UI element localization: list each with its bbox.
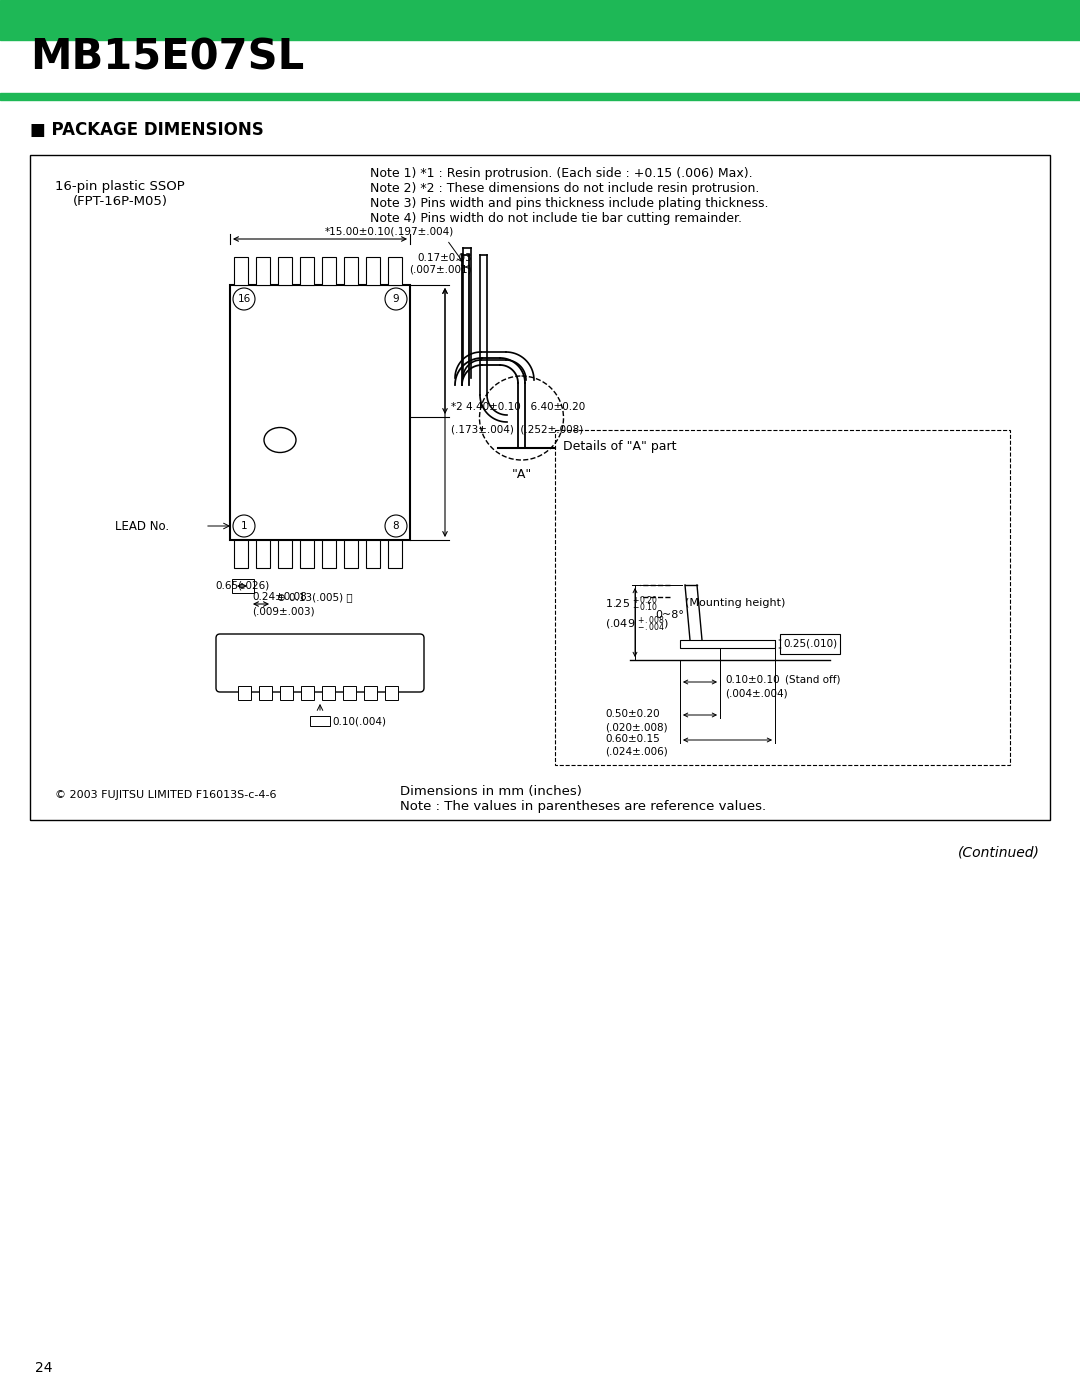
Bar [388,257,402,285]
Text: Note : The values in parentheses are reference values.: Note : The values in parentheses are ref… [400,800,766,813]
Text: 0.17±0.03: 0.17±0.03 [417,253,472,263]
Bar [388,541,402,569]
Text: Details of "A" part: Details of "A" part [563,440,676,453]
Bar [680,640,775,648]
Bar [555,430,1010,766]
Bar [310,717,330,726]
Bar [343,686,356,700]
Text: Note 4) Pins width do not include tie bar cutting remainder.: Note 4) Pins width do not include tie ba… [370,212,742,225]
Text: (Continued): (Continued) [958,845,1040,859]
Text: Note 3) Pins width and pins thickness include plating thickness.: Note 3) Pins width and pins thickness in… [370,197,769,210]
Bar [300,541,314,569]
Text: 0.50±0.20: 0.50±0.20 [605,710,660,719]
Bar [234,541,248,569]
Circle shape [233,288,255,310]
Bar [366,541,380,569]
Text: (.004±.004): (.004±.004) [725,687,787,698]
Text: © 2003 FUJITSU LIMITED F16013S-c-4-6: © 2003 FUJITSU LIMITED F16013S-c-4-6 [55,789,276,800]
Bar [234,257,248,285]
Bar [345,541,357,569]
FancyBboxPatch shape [216,634,424,692]
Bar [278,257,292,285]
Bar [301,686,314,700]
Text: (.024±.006): (.024±.006) [605,747,667,757]
Text: (.007±.001): (.007±.001) [409,265,472,275]
Text: ■ PACKAGE DIMENSIONS: ■ PACKAGE DIMENSIONS [30,122,264,138]
Text: Note 2) *2 : These dimensions do not include resin protrusion.: Note 2) *2 : These dimensions do not inc… [370,182,759,196]
FancyBboxPatch shape [232,578,254,592]
Circle shape [384,288,407,310]
Bar [0,0,1080,41]
Text: INDEX: INDEX [291,390,325,400]
Text: (Stand off): (Stand off) [785,675,840,685]
Text: 0~8°: 0~8° [654,610,684,620]
Bar [0,94,1080,101]
Text: 0.24±0.08: 0.24±0.08 [252,592,307,602]
Bar [278,541,292,569]
Text: 16: 16 [238,293,251,305]
Text: (.009±.003): (.009±.003) [252,606,314,616]
Text: 1: 1 [241,521,247,531]
Text: 0.60±0.15: 0.60±0.15 [605,733,660,745]
Bar [30,155,1050,820]
Bar [300,257,314,285]
Text: LEAD No.: LEAD No. [114,520,170,532]
Circle shape [384,515,407,536]
Text: MB15E07SL: MB15E07SL [30,36,305,80]
Bar [256,257,270,285]
Text: *2 4.40±0.10   6.40±0.20: *2 4.40±0.10 6.40±0.20 [451,402,585,412]
Bar [364,686,377,700]
Text: (FPT-16P-M05): (FPT-16P-M05) [72,196,167,208]
Bar [230,285,410,541]
Text: "A": "A" [511,468,531,481]
Text: 1.25 $^{+0.20}_{-0.10}$: 1.25 $^{+0.20}_{-0.10}$ [605,595,658,615]
Text: 0.10(.004): 0.10(.004) [332,717,386,726]
Text: ⊕ 0.13(.005) Ⓜ: ⊕ 0.13(.005) Ⓜ [276,592,353,602]
Bar [280,686,293,700]
Text: (Mounting height): (Mounting height) [685,598,785,608]
Bar [259,686,272,700]
Text: Dimensions in mm (inches): Dimensions in mm (inches) [400,785,582,798]
Text: 8: 8 [393,521,400,531]
Bar [345,257,357,285]
Text: (.173±.004)  (.252±.008): (.173±.004) (.252±.008) [451,425,583,434]
Text: (.049 $^{+.008}_{-.004}$): (.049 $^{+.008}_{-.004}$) [605,615,669,634]
Text: 9: 9 [393,293,400,305]
Bar [256,541,270,569]
Text: (.020±.008): (.020±.008) [605,722,667,732]
Text: Note 1) *1 : Resin protrusion. (Each side : +0.15 (.006) Max).: Note 1) *1 : Resin protrusion. (Each sid… [370,168,753,180]
Circle shape [233,515,255,536]
Text: 16-pin plastic SSOP: 16-pin plastic SSOP [55,180,185,193]
Bar [780,634,840,654]
Text: 0.65(.026): 0.65(.026) [215,581,269,591]
Text: 0.10±0.10: 0.10±0.10 [725,675,780,685]
Text: 0.25(.010): 0.25(.010) [783,638,837,650]
Bar [322,257,336,285]
Bar [238,686,251,700]
Bar [366,257,380,285]
Text: 24: 24 [35,1361,53,1375]
Bar [322,541,336,569]
Bar [384,686,399,700]
Bar [322,686,335,700]
Text: *15.00±0.10(.197±.004): *15.00±0.10(.197±.004) [325,226,455,236]
